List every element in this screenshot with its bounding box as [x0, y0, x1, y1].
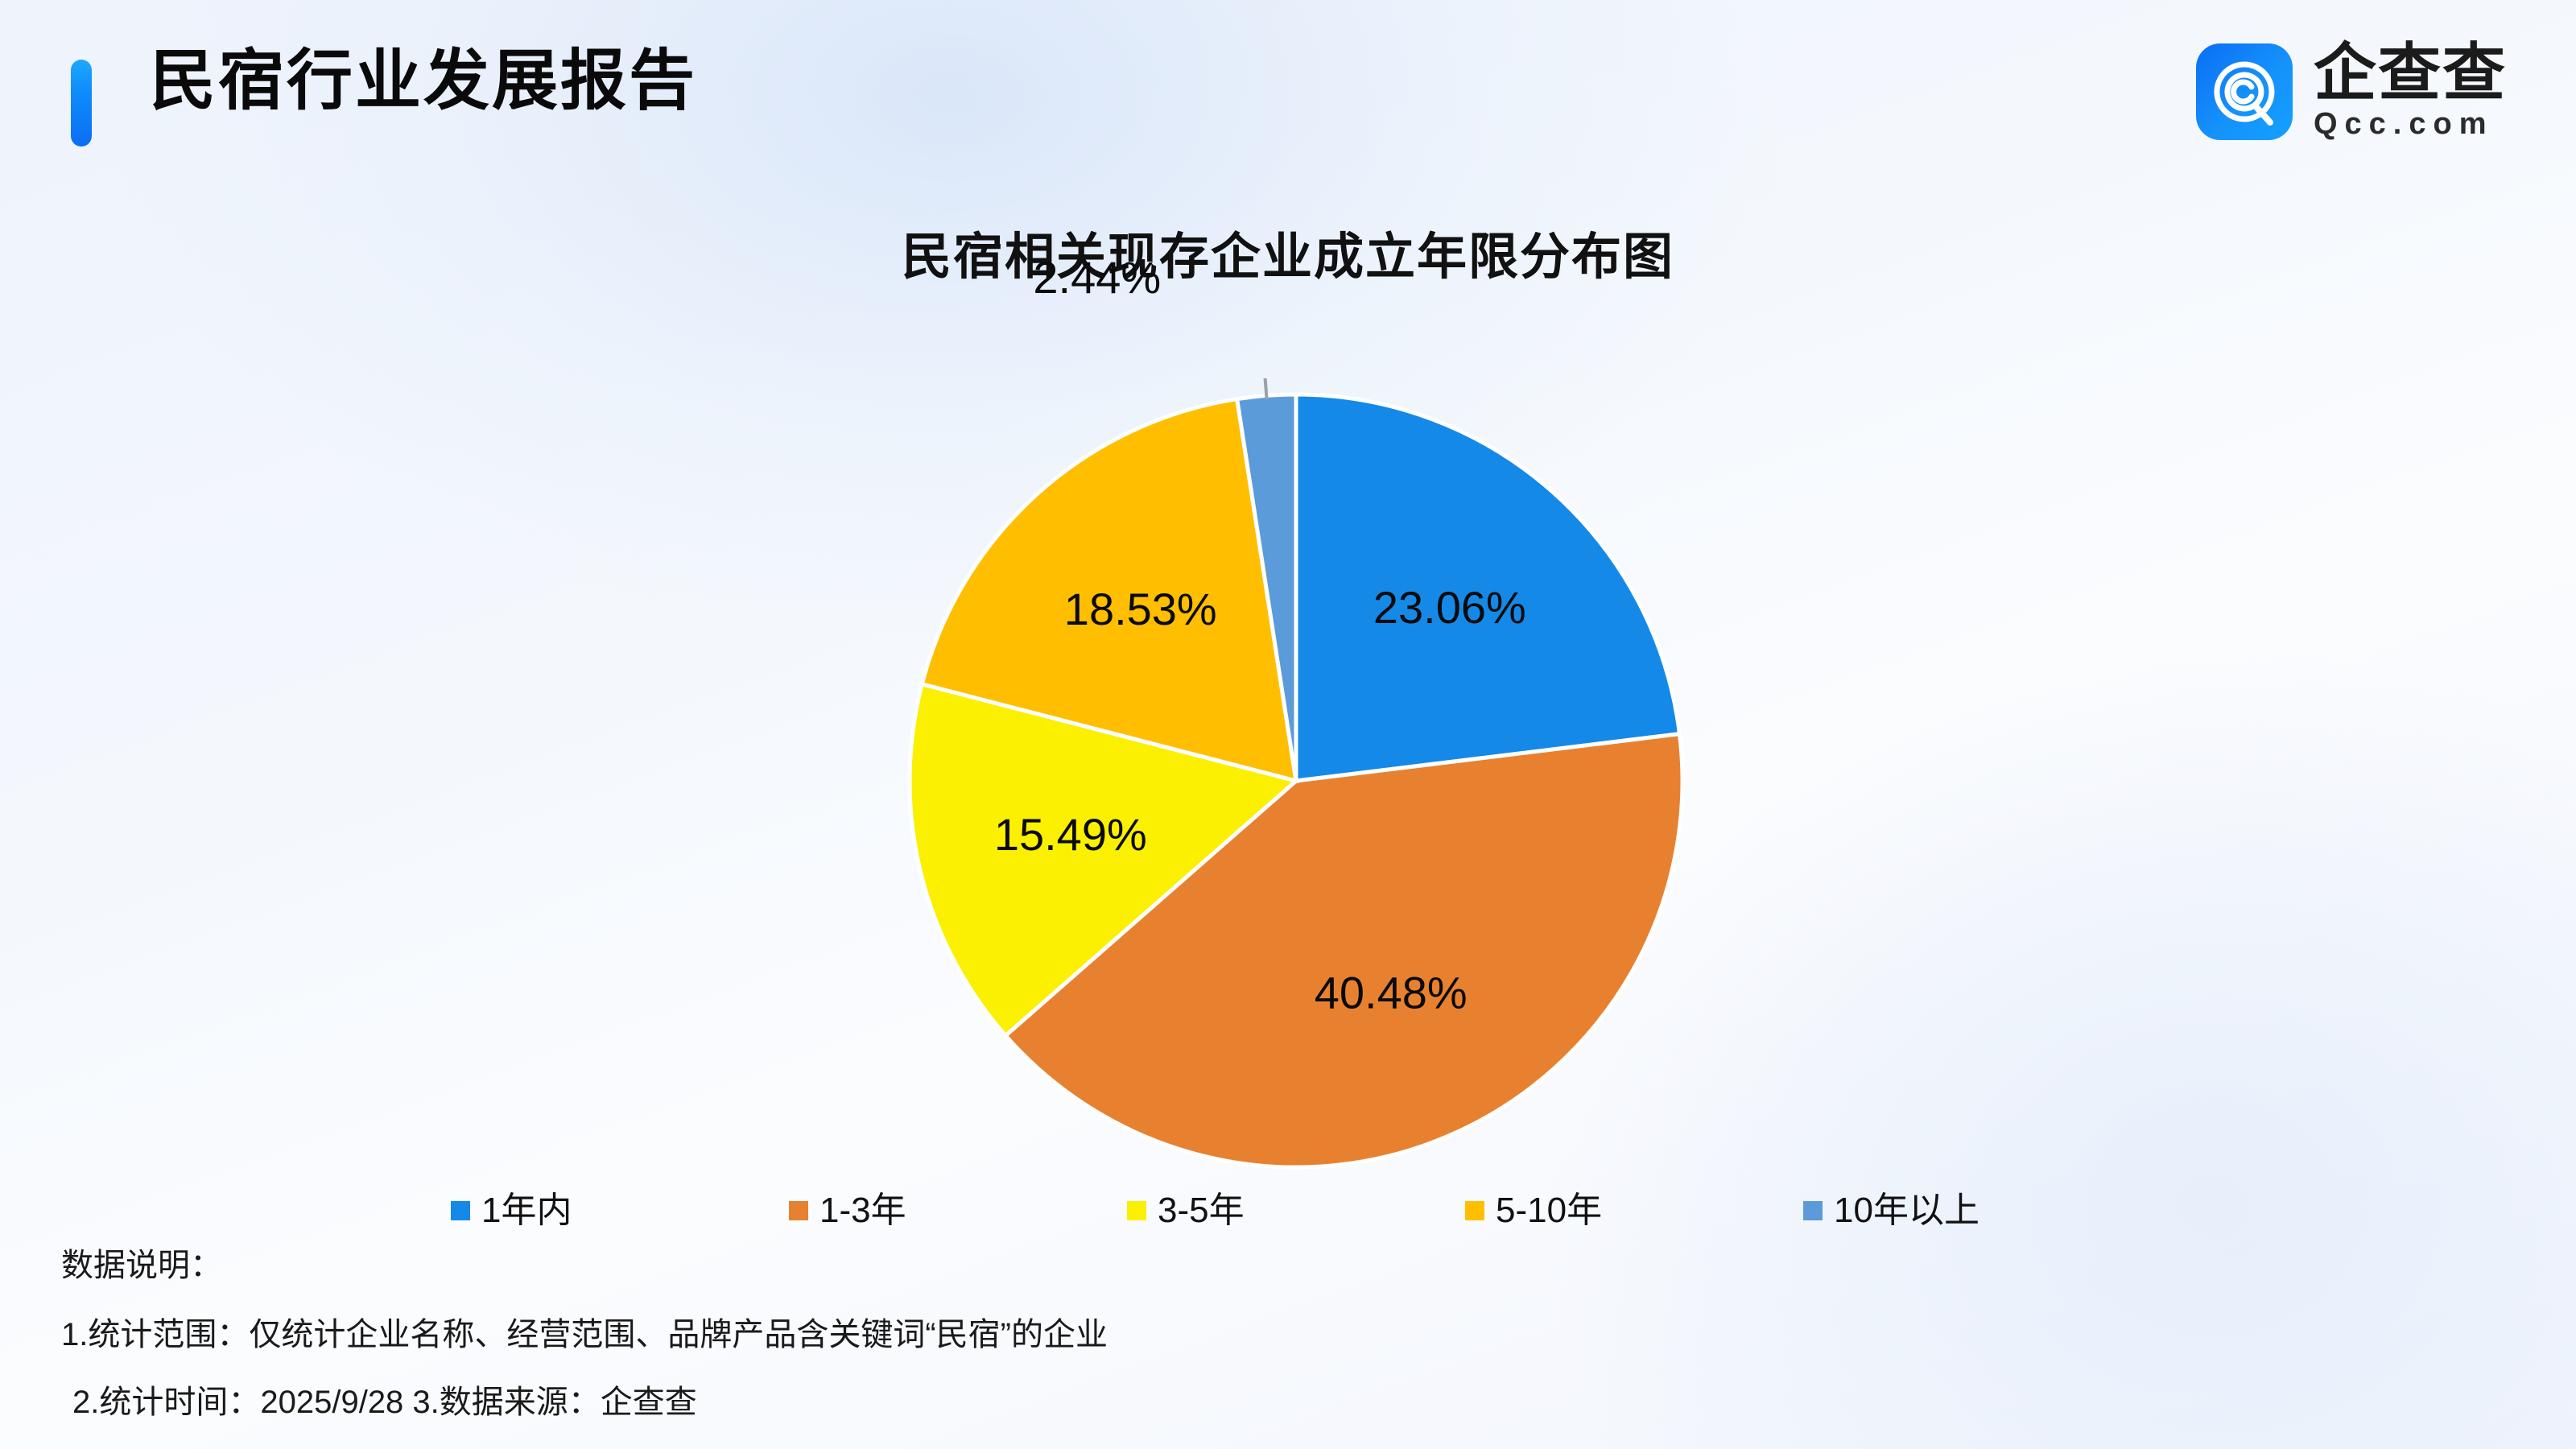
legend-item[interactable]: 1-3年 [789, 1193, 1127, 1228]
legend-item-label: 10年以上 [1834, 1191, 1979, 1230]
data-notes: 数据说明： 1.统计范围：仅统计企业名称、经营范围、品牌产品含关键词“民宿”的企… [61, 1249, 1993, 1418]
pie-slice-labels: 23.06% 40.48% 15.49% 18.53% [994, 582, 1526, 1018]
brand-name-en: Qcc.com [2313, 107, 2494, 142]
pie-outside-label: 2.44% [1033, 251, 1162, 303]
legend-swatch-icon [451, 1201, 470, 1220]
chart-title: 民宿相关现存企业成立年限分布图 [901, 229, 1674, 285]
brand-name-cn: 企查查 [2313, 37, 2507, 108]
pie-slice-label: 23.06% [1373, 582, 1526, 633]
legend-item[interactable]: 10年以上 [1803, 1193, 2141, 1228]
notes-line-1: 1.统计范围：仅统计企业名称、经营范围、品牌产品含关键词“民宿”的企业 [61, 1317, 1108, 1352]
chart-legend: 1年内 1-3年 3-5年 5-10年 10年以上 [451, 1193, 2141, 1228]
notes-line-2: 2.统计时间：2025/9/28 3.数据来源：企查查 [72, 1385, 697, 1420]
page-header: 民宿行业发展报告 企查查 Qcc.com [0, 0, 2576, 185]
legend-swatch-icon [1127, 1201, 1146, 1220]
legend-swatch-icon [1803, 1201, 1823, 1220]
pie-slice[interactable] [1294, 392, 1682, 783]
brand-text: 企查查 Qcc.com [2313, 37, 2507, 142]
pie-slice[interactable] [1002, 731, 1685, 1170]
page-title: 民宿行业发展报告 [150, 44, 698, 118]
pie-slice[interactable] [907, 681, 1301, 1039]
pie-chart: 23.06% 40.48% 15.49% 18.53% 2.44% [894, 252, 1699, 1183]
legend-item-label: 3-5年 [1158, 1191, 1245, 1230]
legend-item-label: 1-3年 [819, 1191, 906, 1230]
pie-slice-label: 15.49% [994, 809, 1147, 860]
pie-slices [907, 392, 1685, 1170]
pie-slice-label: 18.53% [1064, 584, 1217, 634]
title-accent-bar [71, 60, 92, 147]
legend-swatch-icon [789, 1201, 808, 1220]
pie-chart-svg: 23.06% 40.48% 15.49% 18.53% [907, 378, 1685, 1170]
legend-item[interactable]: 3-5年 [1127, 1193, 1465, 1228]
qcc-logo-icon [2195, 43, 2293, 141]
legend-item[interactable]: 1年内 [451, 1193, 789, 1228]
brand-logo: 企查查 Qcc.com [2195, 37, 2507, 142]
pie-slice[interactable] [919, 396, 1299, 784]
legend-swatch-icon [1465, 1201, 1484, 1220]
legend-item-label: 5-10年 [1496, 1191, 1603, 1230]
legend-item-label: 1年内 [481, 1191, 572, 1230]
pie-slice-label: 40.48% [1315, 967, 1468, 1018]
legend-item[interactable]: 5-10年 [1465, 1193, 1803, 1228]
notes-heading: 数据说明： [61, 1248, 222, 1283]
